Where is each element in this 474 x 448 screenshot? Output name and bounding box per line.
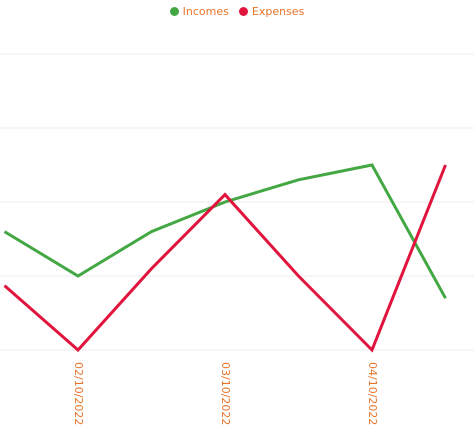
x-tick-label: 04/10/2022 — [366, 362, 379, 425]
x-axis-tick-labels: 02/10/2022 03/10/2022 04/10/2022 — [72, 362, 379, 425]
x-tick-label: 03/10/2022 — [219, 362, 232, 425]
legend-label-expenses: Expenses — [251, 5, 305, 18]
legend-item-incomes[interactable]: Incomes — [169, 5, 229, 18]
legend-item-expenses[interactable]: Expenses — [238, 5, 305, 18]
series-line-expenses[interactable] — [3, 164, 447, 353]
grid-lines — [0, 53, 474, 351]
series-lines — [3, 163, 447, 353]
legend-label-incomes: Incomes — [182, 5, 229, 18]
legend-dot-incomes — [169, 7, 179, 16]
series-line-incomes[interactable] — [3, 163, 447, 299]
legend-dot-expenses — [238, 7, 248, 16]
legend: Incomes Expenses — [0, 5, 474, 18]
x-tick-label: 02/10/2022 — [72, 362, 85, 425]
